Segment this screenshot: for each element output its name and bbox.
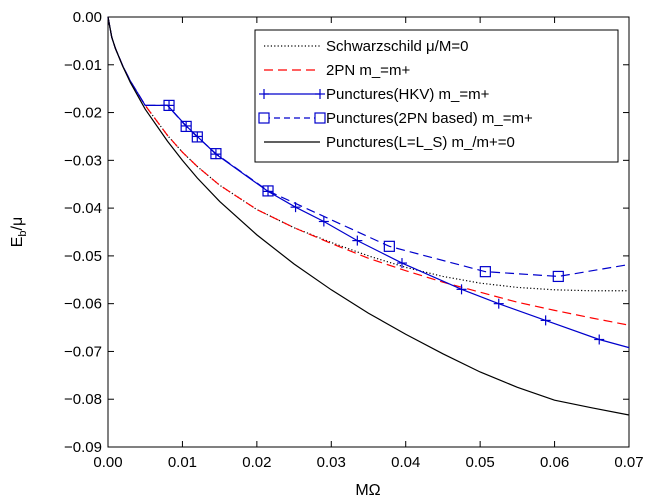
x-tick-label: 0.03 [317,454,346,471]
y-tick-label: −0.07 [64,343,102,360]
y-tick-label: −0.09 [64,439,102,456]
legend-box [254,29,619,163]
legend: Schwarzschild μ/M=0 2PN m_=m+ Punctures(HK… [254,29,619,163]
plus-marker [263,186,274,197]
y-tick-label: −0.05 [64,248,102,265]
square-marker [552,270,564,283]
plus-marker [210,149,221,160]
plus-marker [318,216,329,227]
ticks [107,16,630,448]
x-tick-label: 0.05 [466,454,495,471]
y-tick-label: 0.00 [73,9,102,26]
legend-label: Punctures(2PN based) m_=m+ [326,110,533,127]
plus-marker [396,258,407,269]
legend-2pn: 2PN m_=m+ [264,62,410,79]
plot-frame [107,16,630,448]
x-tick-label: 0.00 [93,454,122,471]
y-tick-label: −0.03 [64,152,102,169]
plus-marker [290,202,301,213]
square-marker [163,99,175,111]
plus-marker [181,120,192,131]
plus-marker [192,131,203,142]
square-marker [383,240,395,252]
plus-marker [352,235,363,246]
plus-marker [456,284,467,295]
x-tick-label: 0.04 [391,454,420,471]
y-tick-label: −0.01 [64,57,102,74]
series-punctures-ls [107,16,630,416]
x-tick-label: 0.06 [540,454,569,471]
tick-labels: 0.00 0.01 0.02 0.03 0.04 0.05 0.06 0.070.00−0.0… [64,9,644,471]
square-marker [262,185,274,197]
plus-marker [164,100,175,111]
marker-layer [163,99,605,345]
x-axis-label: MΩ [355,482,380,497]
square-marker [210,148,222,160]
square-marker [180,120,192,133]
y-tick-label: −0.02 [64,105,102,122]
legend-punctures-ls: Punctures(L=L_S) m_/m+=0 [264,134,515,151]
x-tick-label: 0.02 [242,454,271,471]
legend-schwarzschild: Schwarzschild μ/M=0 [264,38,468,55]
plus-marker [493,298,504,309]
y-tick-label: −0.06 [64,296,102,313]
y-tick-label: −0.04 [64,200,102,217]
legend-label: Punctures(L=L_S) m_/m+=0 [326,134,515,151]
legend-punctures-2pn-based: Punctures(2PN based) m_=m+ [258,110,533,127]
square-marker [479,266,491,278]
y-axis-label: Eb/μ [9,217,29,247]
x-tick-label: 0.01 [168,454,197,471]
legend-label: 2PN m_=m+ [326,62,410,79]
legend-label: Schwarzschild μ/M=0 [326,38,468,55]
y-tick-label: −0.08 [64,391,102,408]
x-tick-label: 0.07 [614,454,643,471]
plus-marker [594,334,605,345]
legend-label: Punctures(HKV) m_=m+ [326,86,490,103]
legend-punctures-hkv: Punctures(HKV) m_=m+ [259,86,490,103]
plus-marker [540,315,551,326]
square-marker [191,131,203,143]
